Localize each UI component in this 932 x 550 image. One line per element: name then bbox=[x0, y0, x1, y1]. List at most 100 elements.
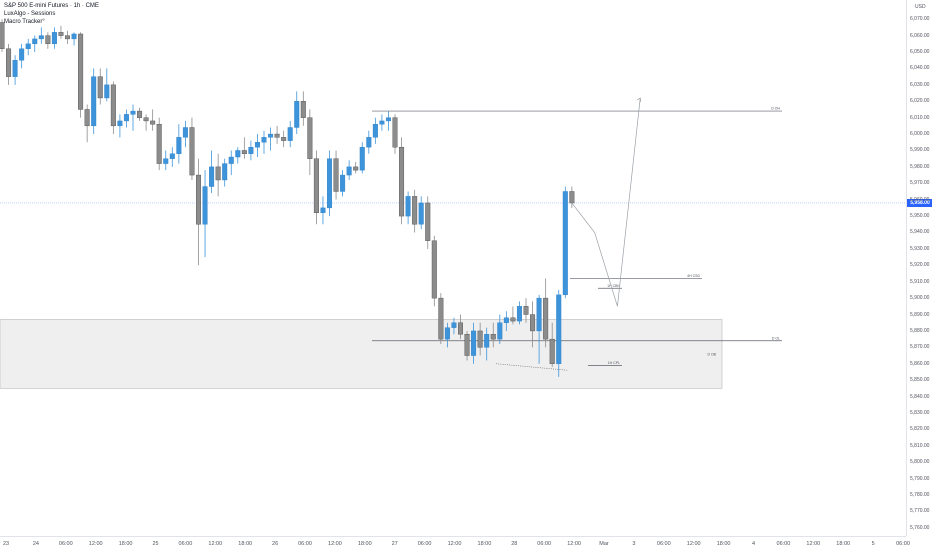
candle-body bbox=[516, 306, 522, 322]
time-tick-label: 06:00 bbox=[776, 541, 791, 547]
time-tick-label: 25 bbox=[152, 541, 159, 547]
time-tick-label: 26 bbox=[272, 541, 279, 547]
candle-body bbox=[254, 142, 260, 148]
time-axis[interactable]: 23 24 06:00 12:00 18:00 25 06:00 12:00 18:00 26 06… bbox=[0, 536, 910, 550]
level-label: 1H CBH bbox=[607, 284, 620, 288]
candle-body bbox=[464, 334, 470, 356]
chart-legend: S&P 500 E-mini Futures · 1h · CME LuxAlg… bbox=[4, 2, 99, 26]
last-price-badge: 5,958.00 bbox=[907, 198, 932, 207]
candle-body bbox=[150, 120, 156, 125]
candle-body bbox=[64, 35, 70, 40]
candle-body bbox=[281, 137, 287, 141]
time-tick-label: 12:00 bbox=[208, 541, 223, 547]
price-tick-label: 5,840.00 bbox=[910, 393, 930, 400]
time-tick-label: 12:00 bbox=[567, 541, 581, 547]
price-tick-label: 5,870.00 bbox=[910, 344, 930, 351]
price-tick-label: 6,060.00 bbox=[910, 32, 930, 39]
candle-body bbox=[117, 120, 123, 127]
candle-body bbox=[340, 174, 346, 192]
price-tick-label: 6,020.00 bbox=[910, 98, 930, 105]
symbol-title[interactable]: S&P 500 E-mini Futures · 1h · CME bbox=[4, 3, 99, 9]
time-tick-label: 18:00 bbox=[836, 541, 851, 547]
indicator-sessions[interactable]: LuxAlgo - Sessions bbox=[4, 11, 56, 17]
candle-body bbox=[333, 158, 339, 192]
candle-body bbox=[287, 127, 293, 141]
time-tick-label: 06:00 bbox=[537, 541, 552, 547]
price-tick-label: 5,850.00 bbox=[910, 377, 930, 384]
time-tick-label: 06:00 bbox=[58, 541, 73, 547]
candle-body bbox=[300, 101, 306, 118]
candle-body bbox=[451, 322, 457, 328]
candle-body bbox=[137, 110, 143, 118]
price-tick-label: 5,800.00 bbox=[910, 459, 930, 466]
candle-body bbox=[412, 196, 418, 225]
time-tick-label: 18:00 bbox=[477, 541, 492, 547]
time-tick-label: 12:00 bbox=[88, 541, 103, 547]
candle-body bbox=[392, 117, 398, 148]
indicator-macro-tracker[interactable]: Macro Tracker° bbox=[4, 19, 45, 25]
price-tick-label: 6,050.00 bbox=[910, 49, 930, 56]
time-tick-label: 5 bbox=[871, 541, 875, 547]
price-tick-label: 5,780.00 bbox=[910, 491, 930, 498]
candle-body bbox=[51, 32, 57, 45]
time-tick-label: 06:00 bbox=[896, 541, 910, 547]
candle-body bbox=[32, 38, 38, 45]
time-tick-label: 12:00 bbox=[806, 541, 821, 547]
candle-body bbox=[471, 330, 477, 356]
price-tick-label: 5,950.00 bbox=[910, 213, 930, 220]
price-tick-label: 6,000.00 bbox=[910, 131, 930, 138]
candle-body bbox=[38, 35, 44, 40]
candle-body bbox=[372, 124, 378, 138]
candle-body bbox=[313, 158, 319, 214]
liquidity-dotted-line bbox=[495, 363, 569, 371]
candle-body bbox=[543, 297, 549, 340]
candle-body bbox=[320, 207, 326, 214]
candle-body bbox=[110, 84, 116, 127]
time-tick-label: 23 bbox=[2, 541, 10, 547]
candle-body bbox=[130, 110, 136, 115]
level-label: D OH bbox=[771, 107, 780, 111]
candle-body bbox=[6, 48, 12, 77]
price-tick-label: 5,830.00 bbox=[910, 409, 930, 416]
level-label: 1H CPL bbox=[608, 361, 620, 365]
candle-body bbox=[562, 191, 568, 296]
candle-body bbox=[431, 240, 437, 299]
level-label: 4H CSD bbox=[687, 274, 700, 278]
price-tick-label: 6,010.00 bbox=[910, 114, 930, 121]
time-tick-label: 06:00 bbox=[178, 541, 193, 547]
price-tick-label: 6,030.00 bbox=[910, 81, 930, 88]
price-chart[interactable]: D OB D OH 4H CSD 1H CBH D OL 1H CPL bbox=[0, 0, 906, 536]
time-tick-label: 27 bbox=[391, 541, 398, 547]
projection-arrowhead bbox=[637, 97, 642, 103]
candle-body bbox=[202, 186, 208, 225]
price-tick-label: 5,790.00 bbox=[910, 475, 930, 482]
candle-body bbox=[215, 166, 221, 181]
price-tick-label: 5,900.00 bbox=[910, 295, 930, 302]
time-tick-label: 18:00 bbox=[238, 541, 253, 547]
price-tick-label: 5,770.00 bbox=[910, 508, 930, 515]
candle-body bbox=[261, 137, 267, 143]
candle-body bbox=[45, 35, 51, 45]
candle-body bbox=[209, 166, 215, 187]
candle-body bbox=[182, 127, 188, 138]
candle-body bbox=[549, 338, 555, 364]
candle-body bbox=[0, 22, 5, 49]
price-axis[interactable]: USD 5,958.00 6,070.00 6,060.00 6,050.00 6,0… bbox=[906, 0, 932, 536]
projection-path bbox=[571, 97, 641, 307]
candle-body bbox=[169, 153, 175, 159]
candle-body bbox=[530, 314, 536, 332]
candle-body bbox=[405, 196, 411, 217]
time-tick-label: 12:00 bbox=[328, 541, 342, 547]
price-tick-label: 6,040.00 bbox=[910, 65, 930, 72]
time-tick-label: 4 bbox=[751, 541, 756, 547]
candle-body bbox=[366, 137, 372, 148]
candle-body bbox=[274, 133, 280, 138]
candle-body bbox=[58, 32, 64, 36]
candle-body bbox=[497, 322, 503, 340]
price-tick-label: 5,970.00 bbox=[910, 180, 930, 187]
candle-body bbox=[294, 101, 300, 128]
candle-body bbox=[91, 76, 97, 127]
currency-label: USD bbox=[915, 4, 926, 10]
price-tick-label: 5,960.00 bbox=[910, 196, 930, 203]
time-tick-label: 28 bbox=[511, 541, 518, 547]
